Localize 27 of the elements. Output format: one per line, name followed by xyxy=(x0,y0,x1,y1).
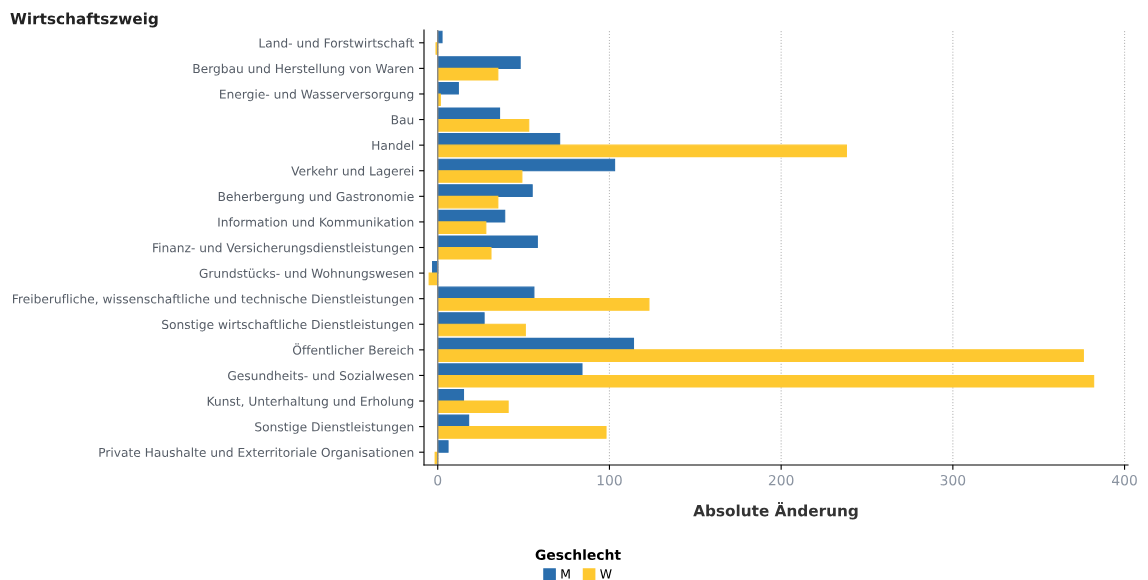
x-axis-title: Absolute Änderung xyxy=(693,502,858,520)
y-tick-label: Sonstige wirtschaftliche Dienstleistungen xyxy=(162,319,414,332)
legend-label: M xyxy=(561,569,570,579)
y-tick-label: Bau xyxy=(391,115,414,125)
y-tick-label: Private Haushalte und Exterritoriale Organisationen xyxy=(99,447,414,460)
y-tick-label: Grundstücks- und Wohnungswesen xyxy=(199,268,414,281)
y-tick-label: Finanz- und Versicherungsdienstleistungen xyxy=(153,242,414,255)
legend-title: Geschlecht xyxy=(535,549,621,560)
x-tick-label: 100 xyxy=(597,474,622,486)
y-axis-title: Wirtschaftszweig xyxy=(10,12,158,28)
y-tick-label: Sonstige Dienstleistungen xyxy=(255,421,414,434)
y-tick-label: Beherbergung und Gastronomie xyxy=(218,191,414,204)
y-tick-label: Land- und Forstwirtschaft xyxy=(259,38,414,48)
y-tick-label: Öffentlicher Bereich xyxy=(292,343,414,355)
y-tick-label: Kunst, Unterhaltung und Erholung xyxy=(207,396,414,409)
x-tick-label: 0 xyxy=(434,474,442,486)
x-tick-label: 300 xyxy=(940,474,966,486)
y-tick-label: Freiberufliche, wissenschaftliche und technische Dienstleistungen xyxy=(13,294,414,306)
y-tick-label: Energie- und Wasserversorgung xyxy=(220,89,414,102)
y-tick-label: Verkehr und Lagerei xyxy=(291,166,414,178)
x-tick-label: 400 xyxy=(1111,474,1137,486)
y-tick-label: Handel xyxy=(372,140,414,150)
y-tick-label: Information und Kommunikation xyxy=(218,217,414,227)
legend-label: W xyxy=(600,569,612,579)
y-tick-label: Gesundheits- und Sozialwesen xyxy=(228,370,414,381)
y-tick-label: Bergbau und Herstellung von Waren xyxy=(193,63,414,76)
x-tick-label: 200 xyxy=(768,474,794,486)
